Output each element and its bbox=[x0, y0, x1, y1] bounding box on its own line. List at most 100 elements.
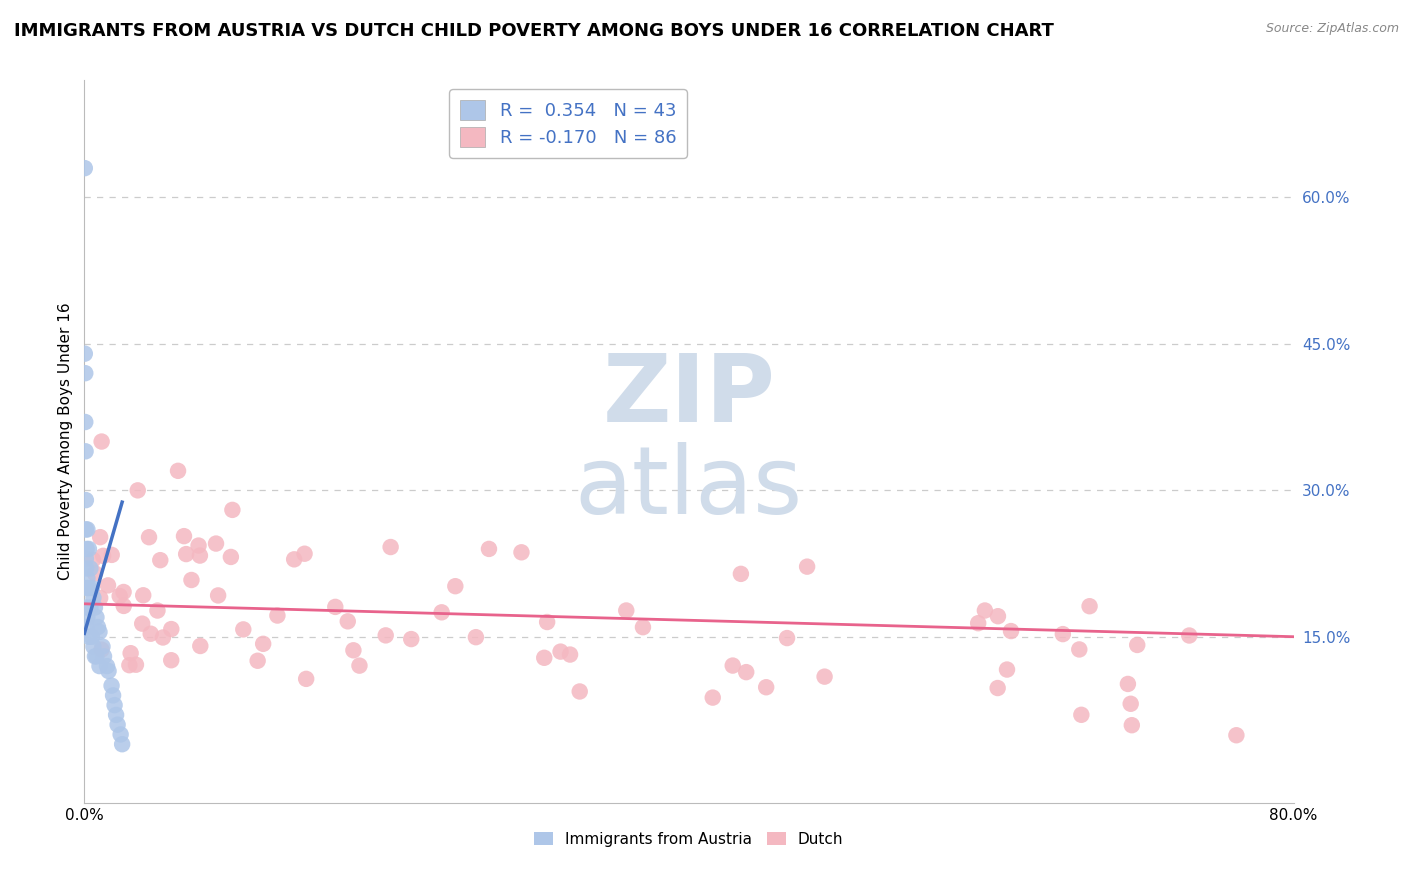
Point bbox=[131, 616, 153, 631]
Point bbox=[76, 581, 98, 595]
Point bbox=[374, 628, 396, 642]
Point bbox=[76, 610, 98, 624]
Point bbox=[167, 464, 190, 478]
Point bbox=[295, 672, 318, 686]
Point bbox=[107, 717, 129, 731]
Point bbox=[995, 663, 1018, 677]
Point bbox=[89, 530, 111, 544]
Point bbox=[323, 599, 346, 614]
Point bbox=[104, 698, 127, 713]
Point bbox=[336, 615, 359, 629]
Point bbox=[118, 658, 141, 673]
Point bbox=[108, 589, 131, 603]
Point bbox=[1116, 677, 1139, 691]
Point bbox=[342, 643, 364, 657]
Point bbox=[75, 366, 97, 380]
Point bbox=[550, 645, 572, 659]
Point bbox=[252, 637, 274, 651]
Point bbox=[87, 620, 110, 634]
Point bbox=[75, 551, 97, 566]
Point bbox=[294, 547, 316, 561]
Point bbox=[987, 609, 1010, 624]
Point bbox=[75, 561, 97, 575]
Point bbox=[1178, 628, 1201, 642]
Point bbox=[536, 615, 558, 629]
Point bbox=[91, 549, 114, 563]
Point bbox=[73, 346, 96, 360]
Point bbox=[1121, 718, 1143, 732]
Point bbox=[533, 650, 555, 665]
Point bbox=[101, 689, 124, 703]
Point bbox=[631, 620, 654, 634]
Point bbox=[160, 653, 183, 667]
Point bbox=[205, 536, 228, 550]
Point bbox=[120, 646, 142, 660]
Point bbox=[84, 600, 107, 615]
Point bbox=[75, 523, 97, 537]
Point bbox=[105, 707, 128, 722]
Point bbox=[76, 523, 98, 537]
Point bbox=[77, 541, 100, 556]
Point bbox=[174, 547, 197, 561]
Point bbox=[967, 616, 990, 631]
Point bbox=[75, 493, 97, 508]
Point bbox=[89, 659, 111, 673]
Point bbox=[246, 654, 269, 668]
Point bbox=[266, 608, 288, 623]
Point bbox=[96, 659, 118, 673]
Point bbox=[776, 631, 799, 645]
Point bbox=[180, 573, 202, 587]
Point bbox=[444, 579, 467, 593]
Point bbox=[77, 581, 100, 595]
Point bbox=[1069, 642, 1091, 657]
Point bbox=[188, 639, 211, 653]
Point bbox=[173, 529, 195, 543]
Point bbox=[987, 681, 1010, 695]
Point bbox=[730, 566, 752, 581]
Point bbox=[430, 605, 453, 619]
Point bbox=[77, 630, 100, 644]
Point bbox=[283, 552, 305, 566]
Point bbox=[207, 589, 229, 603]
Point bbox=[796, 559, 818, 574]
Point bbox=[76, 620, 98, 634]
Point bbox=[86, 649, 108, 664]
Point bbox=[221, 503, 243, 517]
Point bbox=[112, 585, 135, 599]
Point bbox=[188, 549, 211, 563]
Point bbox=[152, 631, 174, 645]
Point bbox=[614, 603, 637, 617]
Point bbox=[79, 561, 101, 575]
Point bbox=[111, 737, 134, 751]
Text: atlas: atlas bbox=[575, 442, 803, 533]
Point bbox=[97, 664, 120, 678]
Point bbox=[84, 566, 107, 581]
Text: IMMIGRANTS FROM AUSTRIA VS DUTCH CHILD POVERTY AMONG BOYS UNDER 16 CORRELATION C: IMMIGRANTS FROM AUSTRIA VS DUTCH CHILD P… bbox=[14, 22, 1054, 40]
Point bbox=[132, 588, 155, 602]
Point bbox=[75, 415, 97, 429]
Point bbox=[146, 603, 169, 617]
Point bbox=[91, 640, 114, 654]
Point bbox=[349, 658, 371, 673]
Point bbox=[1119, 697, 1142, 711]
Point bbox=[75, 600, 97, 615]
Point bbox=[75, 444, 97, 458]
Y-axis label: Child Poverty Among Boys Under 16: Child Poverty Among Boys Under 16 bbox=[58, 302, 73, 581]
Point bbox=[219, 549, 242, 564]
Point bbox=[755, 680, 778, 694]
Point bbox=[232, 623, 254, 637]
Point bbox=[721, 658, 744, 673]
Point bbox=[125, 657, 148, 672]
Point bbox=[97, 578, 120, 592]
Point bbox=[112, 599, 135, 613]
Point bbox=[464, 630, 486, 644]
Text: Source: ZipAtlas.com: Source: ZipAtlas.com bbox=[1265, 22, 1399, 36]
Point bbox=[82, 553, 104, 567]
Legend: Immigrants from Austria, Dutch: Immigrants from Austria, Dutch bbox=[529, 826, 849, 853]
Point bbox=[86, 610, 108, 624]
Point bbox=[973, 603, 995, 617]
Point bbox=[127, 483, 149, 498]
Point bbox=[1126, 638, 1149, 652]
Point bbox=[82, 591, 104, 605]
Point bbox=[110, 727, 132, 741]
